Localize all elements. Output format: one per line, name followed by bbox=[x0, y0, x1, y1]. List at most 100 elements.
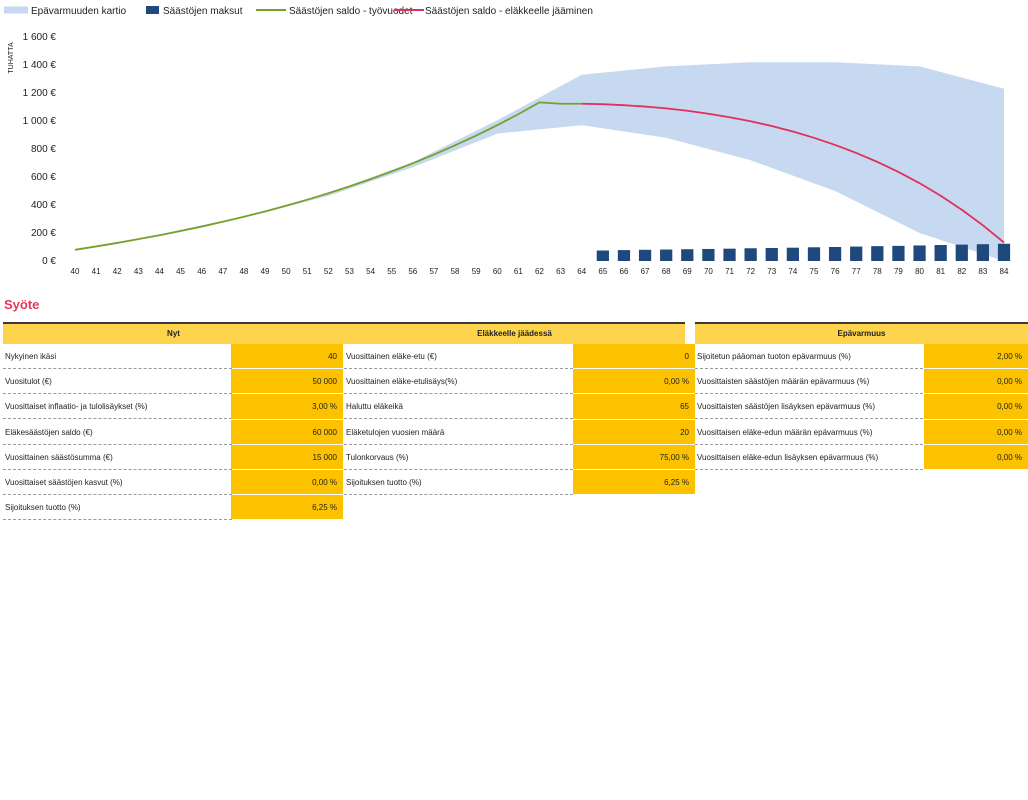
table-header-elakkeelle: Eläkkeelle jäädessä bbox=[344, 322, 685, 344]
input-label: Vuosittaisen eläke-edun lisäyksen epävar… bbox=[695, 445, 923, 470]
y-tick-label: 1 400 € bbox=[23, 60, 57, 71]
input-value-cell[interactable]: 20 bbox=[573, 419, 695, 444]
legend-swatch bbox=[4, 6, 28, 14]
input-value-cell[interactable]: 65 bbox=[573, 394, 695, 419]
input-value-cell[interactable]: 15 000 bbox=[231, 444, 343, 469]
section-title: Syöte bbox=[4, 297, 40, 312]
x-tick-label: 46 bbox=[197, 267, 206, 276]
y-tick-label: 200 € bbox=[31, 228, 56, 239]
x-tick-label: 63 bbox=[556, 267, 565, 276]
x-tick-label: 78 bbox=[873, 267, 882, 276]
input-label: Vuosittainen eläke-etulisäys(%) bbox=[344, 369, 573, 395]
x-tick-label: 41 bbox=[92, 267, 101, 276]
x-tick-label: 57 bbox=[429, 267, 438, 276]
input-value-cell[interactable]: 0,00 % bbox=[924, 394, 1028, 419]
input-label: Vuosittaiset inflaatio- ja tulolisäykset… bbox=[3, 394, 232, 420]
x-tick-label: 80 bbox=[915, 267, 924, 276]
x-tick-label: 69 bbox=[683, 267, 692, 276]
input-value-cell[interactable]: 75,00 % bbox=[573, 444, 695, 469]
table-header-epavarmuus: Epävarmuus bbox=[695, 322, 1028, 344]
input-label: Sijoituksen tuotto (%) bbox=[344, 470, 573, 495]
bar-payment bbox=[997, 243, 1011, 261]
x-tick-label: 44 bbox=[155, 267, 164, 276]
input-value-cell[interactable]: 60 000 bbox=[231, 419, 343, 444]
input-label: Eläketulojen vuosien määrä bbox=[344, 420, 573, 445]
input-value-cell[interactable]: 40 bbox=[231, 344, 343, 369]
table-header-nyt: Nyt bbox=[3, 322, 344, 344]
bar-payment bbox=[660, 249, 673, 261]
input-value-cell[interactable]: 0,00 % bbox=[924, 369, 1028, 394]
x-tick-label: 66 bbox=[620, 267, 629, 276]
x-tick-label: 56 bbox=[408, 267, 417, 276]
y-tick-label: 800 € bbox=[31, 144, 56, 155]
input-row: Tulonkorvaus (%) 75,00 % bbox=[344, 444, 695, 470]
input-value-cell[interactable]: 0 bbox=[573, 344, 695, 369]
x-tick-label: 77 bbox=[852, 267, 861, 276]
x-tick-label: 70 bbox=[704, 267, 713, 276]
input-row: Vuosittaisen eläke-edun lisäyksen epävar… bbox=[695, 444, 1028, 470]
bar-payment bbox=[892, 245, 905, 261]
bar-payment bbox=[871, 246, 884, 261]
bar-payment bbox=[723, 248, 736, 261]
x-tick-label: 74 bbox=[788, 267, 797, 276]
input-value-cell[interactable]: 50 000 bbox=[231, 369, 343, 394]
x-tick-label: 47 bbox=[218, 267, 227, 276]
y-tick-label: 0 € bbox=[42, 256, 56, 267]
input-label: Eläkesäästöjen saldo (€) bbox=[3, 420, 232, 445]
input-value-cell[interactable]: 2,00 % bbox=[924, 344, 1028, 369]
x-tick-label: 73 bbox=[767, 267, 776, 276]
bar-payment bbox=[828, 247, 842, 261]
input-row: Vuositulot (€) 50 000 bbox=[3, 369, 344, 395]
x-tick-label: 76 bbox=[831, 267, 840, 276]
input-value-cell[interactable]: 0,00 % bbox=[924, 444, 1028, 469]
input-value-cell[interactable]: 6,25 % bbox=[573, 469, 695, 495]
input-row: Vuosittaisten säästöjen määrän epävarmuu… bbox=[695, 369, 1028, 395]
legend-label: Säästöjen maksut bbox=[163, 6, 243, 17]
input-value-cell[interactable]: 3,00 % bbox=[231, 394, 343, 419]
legend-label: Epävarmuuden kartio bbox=[31, 6, 126, 17]
input-value-cell[interactable]: 0,00 % bbox=[573, 369, 695, 394]
input-label: Vuosittainen säästösumma (€) bbox=[3, 445, 232, 470]
bar-payment bbox=[765, 247, 778, 261]
input-label: Haluttu eläkeikä bbox=[344, 394, 573, 420]
x-tick-label: 59 bbox=[472, 267, 481, 276]
bar-payment bbox=[702, 248, 715, 261]
table-elakkeelle: Eläkkeelle jäädessä Vuosittainen eläke-e… bbox=[344, 322, 695, 495]
bar-payment bbox=[596, 250, 609, 261]
bar-payment bbox=[744, 248, 757, 261]
legend-swatch bbox=[146, 6, 159, 14]
input-row: Sijoituksen tuotto (%) 6,25 % bbox=[344, 469, 695, 495]
input-row: Eläkesäästöjen saldo (€) 60 000 bbox=[3, 419, 344, 445]
input-label: Vuosittaiset säästöjen kasvut (%) bbox=[3, 470, 232, 495]
input-row: Sijoitetun pääoman tuoton epävarmuus (%)… bbox=[695, 344, 1028, 369]
input-value-cell[interactable]: 6,25 % bbox=[231, 495, 343, 520]
input-row: Vuosittainen eläke-etu (€) 0 bbox=[344, 344, 695, 369]
x-tick-label: 48 bbox=[239, 267, 248, 276]
legend-label: Säästöjen saldo - työvuodet bbox=[289, 6, 413, 17]
table-nyt: Nyt Nykyinen ikäsi 40 Vuositulot (€) 50 000… bbox=[3, 322, 344, 521]
bar-payment bbox=[786, 247, 799, 261]
x-tick-label: 67 bbox=[641, 267, 650, 276]
x-tick-label: 61 bbox=[514, 267, 523, 276]
y-tick-label: 400 € bbox=[31, 200, 56, 211]
input-label: Vuosittaisen eläke-edun määrän epävarmuu… bbox=[695, 420, 923, 445]
x-tick-label: 79 bbox=[894, 267, 903, 276]
x-tick-label: 60 bbox=[493, 267, 502, 276]
line-retirement bbox=[581, 102, 1005, 244]
input-row: Vuosittaiset inflaatio- ja tulolisäykset… bbox=[3, 394, 344, 420]
x-tick-label: 43 bbox=[134, 267, 143, 276]
x-tick-label: 82 bbox=[957, 267, 966, 276]
input-label: Nykyinen ikäsi bbox=[3, 344, 232, 369]
uncertainty-cone bbox=[75, 62, 1004, 262]
input-label: Vuosittaisten säästöjen määrän epävarmuu… bbox=[695, 369, 923, 395]
input-value-cell[interactable]: 0,00 % bbox=[924, 419, 1028, 444]
x-tick-label: 68 bbox=[662, 267, 671, 276]
table-epavarmuus: Epävarmuus Sijoitetun pääoman tuoton epä… bbox=[695, 322, 1028, 470]
input-row: Sijoituksen tuotto (%) 6,25 % bbox=[3, 495, 344, 521]
bar-payment bbox=[617, 250, 631, 261]
x-tick-label: 62 bbox=[535, 267, 544, 276]
x-tick-label: 58 bbox=[451, 267, 460, 276]
input-value-cell[interactable]: 0,00 % bbox=[231, 469, 343, 495]
x-tick-label: 53 bbox=[345, 267, 354, 276]
bar-payment bbox=[807, 247, 821, 261]
